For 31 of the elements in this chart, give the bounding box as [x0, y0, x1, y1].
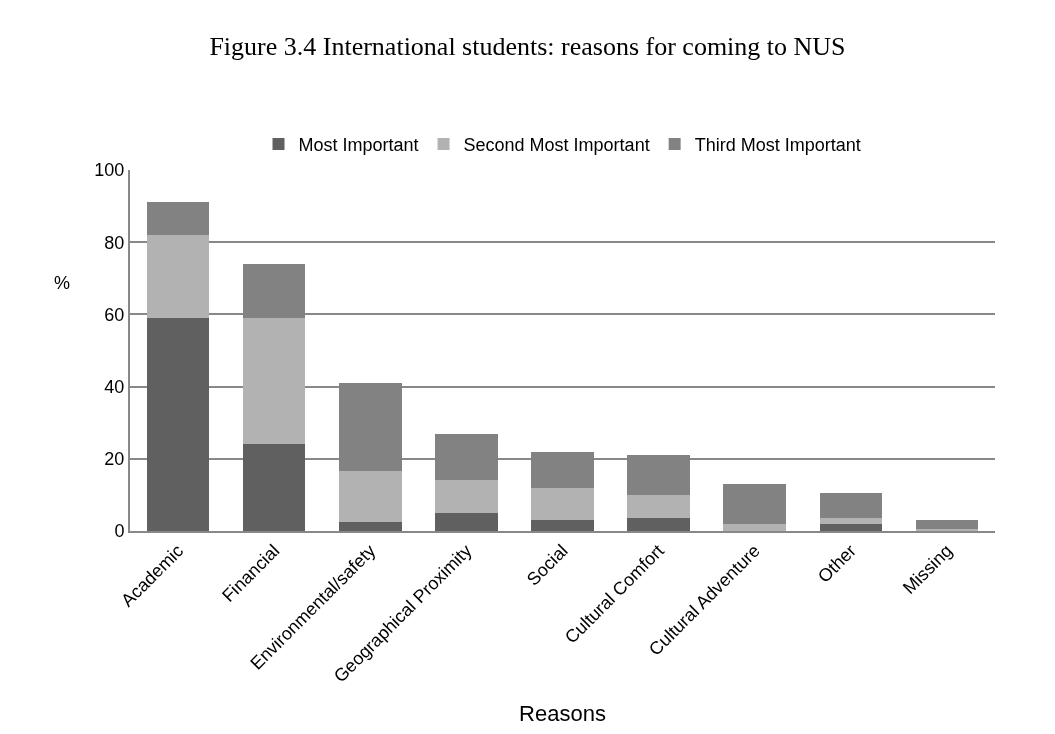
bar: [146, 318, 210, 531]
y-tick-label: 100: [94, 160, 125, 181]
y-tick-label: 0: [114, 521, 125, 542]
y-tick-label: 60: [104, 304, 125, 325]
bar: [339, 521, 402, 531]
bar: [819, 518, 883, 524]
bar: [242, 318, 306, 445]
legend-label: Most Important: [298, 135, 419, 155]
bar: [723, 523, 786, 531]
bar: [435, 512, 498, 531]
bar: [819, 523, 883, 531]
bar: [627, 518, 690, 531]
bar: [435, 480, 498, 513]
bar: [627, 494, 690, 519]
legend-label: Third Most Important: [694, 135, 861, 155]
bar: [723, 484, 786, 524]
bar: [146, 234, 210, 319]
bar: [146, 202, 210, 235]
bar: [819, 493, 883, 519]
x-axis-title: Reasons: [519, 700, 606, 726]
y-axis-title: %: [54, 273, 71, 293]
bar: [242, 444, 306, 531]
bar: [531, 520, 594, 531]
bar: [531, 487, 594, 521]
bar: [915, 520, 979, 530]
y-tick-label: 40: [104, 376, 125, 397]
chart-title: Figure 3.4 International students: reasons for coming to NUS: [209, 31, 846, 61]
y-tick-label: 20: [104, 449, 125, 470]
legend-label: Second Most Important: [463, 135, 650, 155]
bar: [339, 471, 402, 522]
y-tick-label: 80: [104, 232, 125, 253]
